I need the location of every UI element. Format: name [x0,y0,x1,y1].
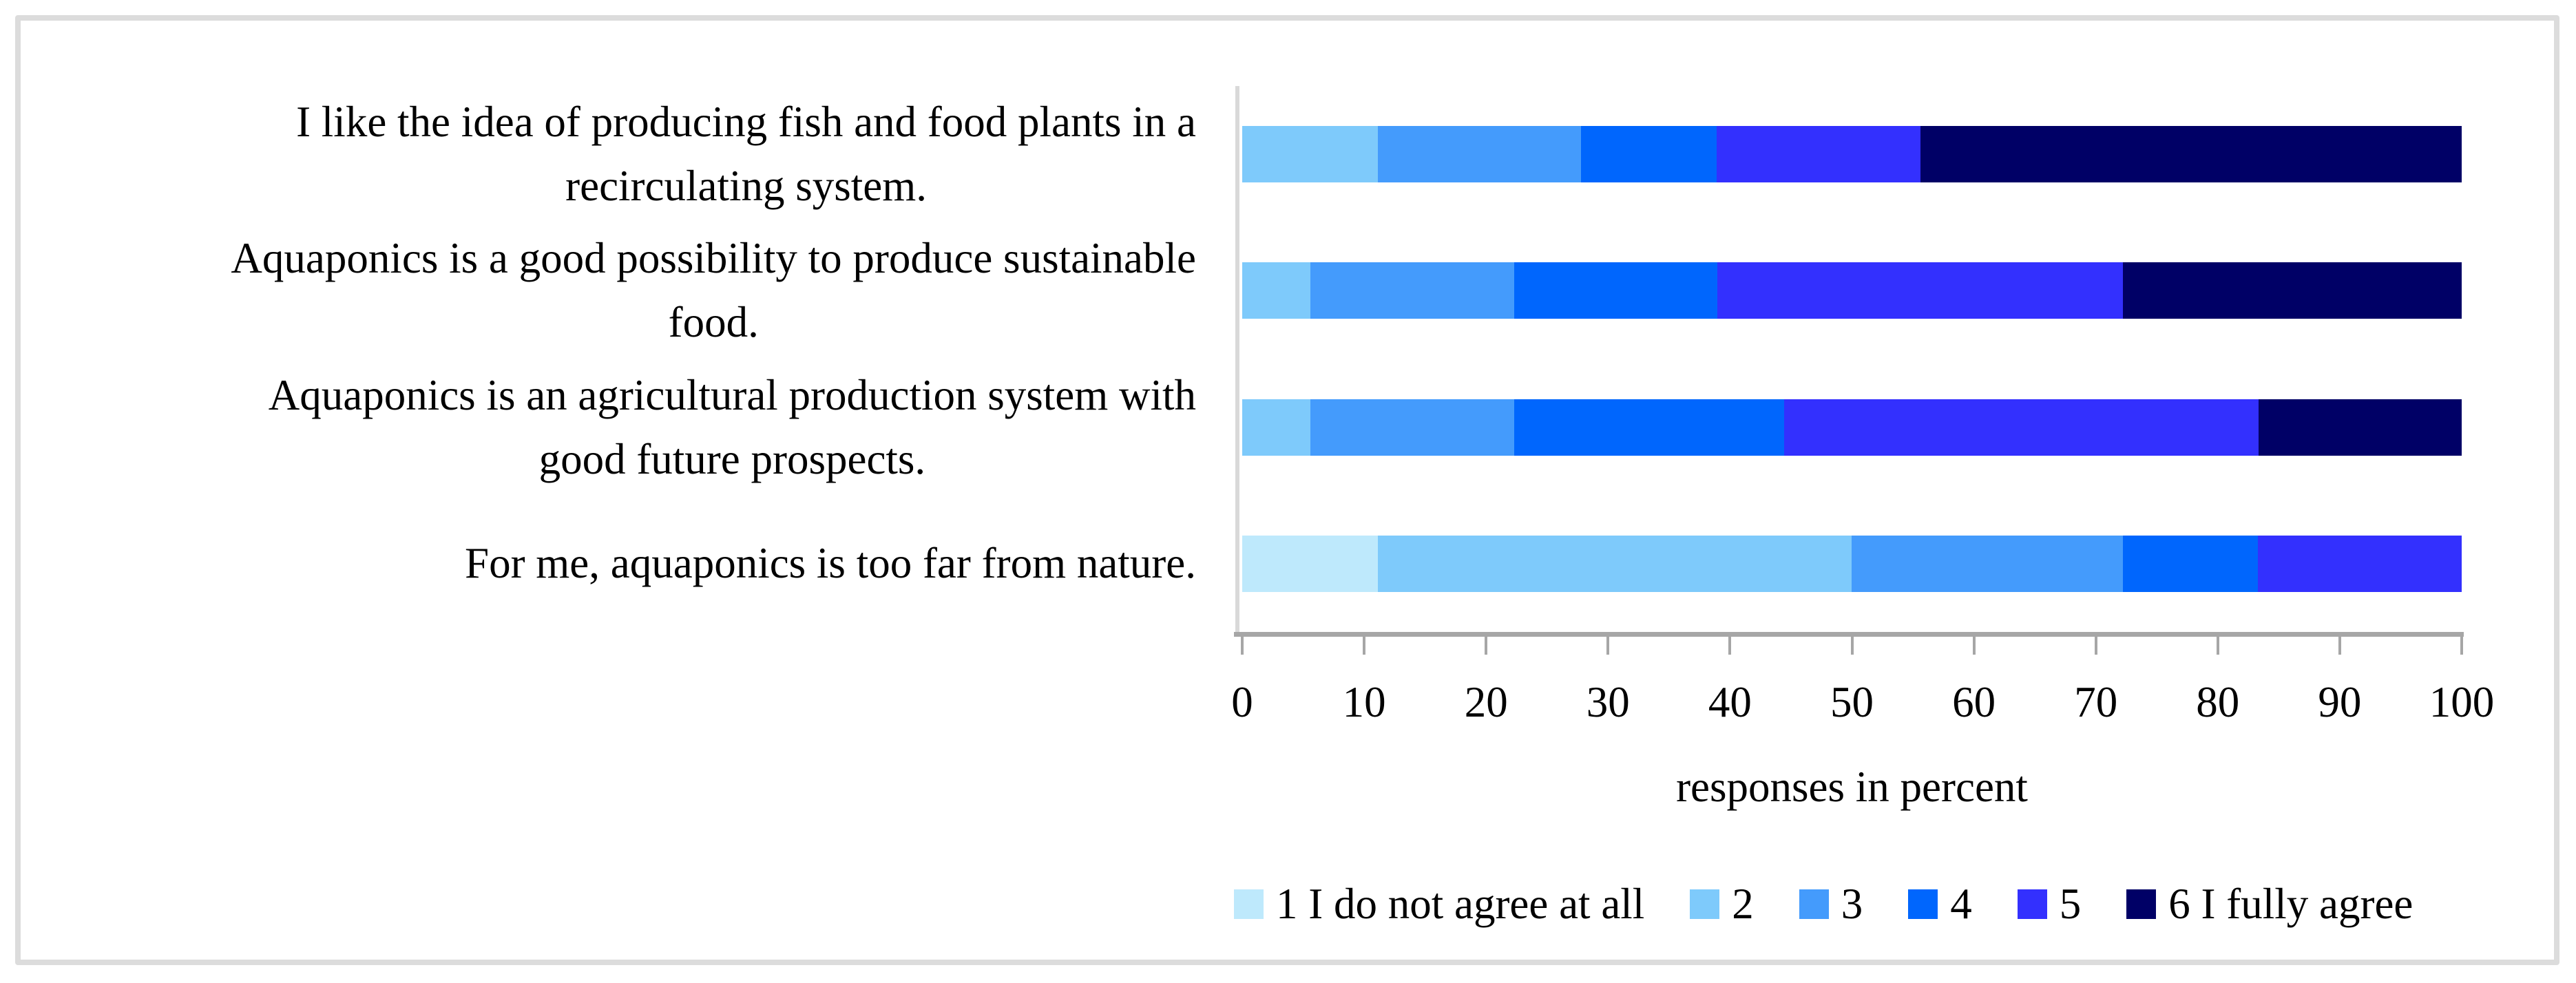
legend-swatch [1690,889,1720,919]
legend-swatch [1908,889,1938,919]
bar-segment [1242,262,1311,319]
legend-swatch [2017,889,2047,919]
bar-segment [1784,399,2259,456]
legend-item: 2 [1690,880,1754,928]
bar-segment [2258,399,2462,456]
x-tick-label: 40 [1708,678,1752,726]
legend-swatch [2126,889,2157,919]
x-axis-title: responses in percent [1676,763,2028,811]
chart-canvas: I like the idea of producing fish and fo… [21,21,2554,960]
x-tick-label: 10 [1342,678,1386,726]
legend-item: 6 I fully agree [2126,880,2413,928]
x-tick [1241,637,1244,655]
legend-label: 4 [1950,880,1972,928]
legend-item: 4 [1908,880,1972,928]
legend-swatch [1234,889,1264,919]
category-label-text: For me, aquaponics is too far from natur… [465,539,1196,588]
x-tick-label: 20 [1464,678,1508,726]
legend: 1 I do not agree at all 2 3 4 5 6 I fully agr… [1234,880,2413,928]
bar-row [1242,262,2462,319]
x-tick-label: 100 [2429,678,2495,726]
legend-item: 3 [1799,880,1863,928]
bar-segment [1242,126,1378,183]
bar-segment [1716,126,1920,183]
category-label: For me, aquaponics is too far from natur… [21,496,1196,632]
bar-row [1242,535,2462,592]
bar-segment [1377,535,1852,592]
bar-segment [1514,262,1717,319]
bar-row [1242,399,2462,456]
category-label: Aquaponics is a good possibility to prod… [21,222,1196,359]
category-label-text: I like the idea of producing fish and fo… [296,98,1196,211]
legend-label: 6 I fully agree [2168,880,2413,928]
x-tick [1363,637,1366,655]
x-tick [2460,637,2463,655]
x-tick [1728,637,1732,655]
bar-segment [1717,262,2124,319]
legend-label: 3 [1841,880,1863,928]
bar-segment [1581,126,1717,183]
bar-segment [1242,399,1311,456]
x-tick-label: 50 [1830,678,1874,726]
legend-label: 1 I do not agree at all [1276,880,1645,928]
x-tick [1485,637,1488,655]
bar-segment [1377,126,1582,183]
category-label: I like the idea of producing fish and fo… [21,86,1196,222]
x-tick-label: 80 [2196,678,2240,726]
category-label-text: Aquaponics is an agricultural production… [268,370,1196,483]
legend-item: 5 [2017,880,2082,928]
bar-segment [2122,535,2259,592]
x-tick [2216,637,2219,655]
legend-swatch [1799,889,1829,919]
chart-figure: I like the idea of producing fish and fo… [15,15,2559,965]
bar-segment [1242,535,1378,592]
bar-segment [1514,399,1785,456]
bar-segment [1852,535,2123,592]
category-label-text: Aquaponics is a good possibility to prod… [231,234,1196,347]
y-axis-line [1235,86,1239,637]
x-tick [1850,637,1854,655]
bar-segment [1920,126,2462,183]
legend-item: 1 I do not agree at all [1234,880,1644,928]
x-tick [2338,637,2341,655]
x-tick-label: 70 [2074,678,2118,726]
bar-segment [2258,535,2462,592]
x-tick [2094,637,2097,655]
bar-row [1242,126,2462,183]
legend-label: 2 [1732,880,1754,928]
legend-label: 5 [2059,880,2082,928]
x-tick [1606,637,1610,655]
bar-segment [1310,399,1514,456]
x-tick-label: 60 [1952,678,1996,726]
x-tick-label: 90 [2318,678,2362,726]
x-tick-label: 30 [1586,678,1630,726]
x-axis-line [1234,632,2464,637]
bar-segment [1310,262,1514,319]
x-tick [1972,637,1976,655]
category-label: Aquaponics is an agricultural production… [21,359,1196,496]
x-tick-label: 0 [1231,678,1253,726]
bar-segment [2123,262,2462,319]
